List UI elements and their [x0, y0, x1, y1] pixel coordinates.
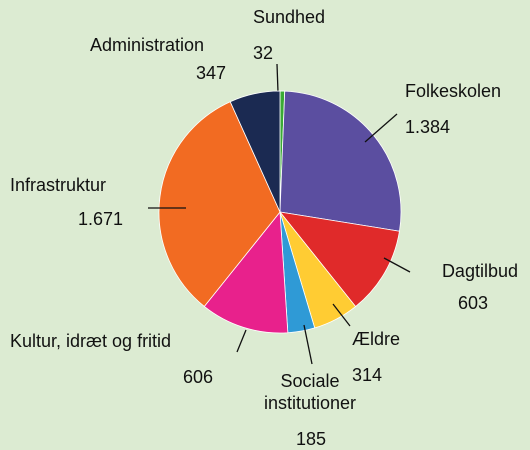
slice-label: Infrastruktur [10, 175, 107, 195]
value-label: 1.384 [405, 117, 451, 137]
slice-label: Dagtilbud [441, 261, 518, 281]
slice-label: Sociale institutioner [263, 371, 357, 413]
leader-line [383, 257, 411, 273]
pie-slice [229, 90, 281, 213]
value-label: 185 [296, 429, 327, 449]
leader-line [364, 113, 398, 143]
value-label: 603 [457, 293, 488, 313]
value-label: 347 [196, 63, 227, 83]
leader-line [236, 329, 247, 353]
pie-slice [158, 101, 281, 307]
leader-line [276, 63, 279, 93]
slice-label: Kultur, idræt og fritid [10, 331, 172, 351]
leader-line [332, 303, 351, 327]
value-label: 32 [253, 43, 274, 63]
slice-label: Sundhed [253, 7, 326, 27]
pie-slice [203, 210, 289, 334]
slice-label: Folkeskolen [405, 81, 502, 101]
value-label: 1.671 [78, 209, 124, 229]
value-label: 606 [183, 367, 214, 387]
slice-label: Administration [90, 35, 205, 55]
value-label: 314 [352, 365, 383, 385]
pie-slice [279, 211, 400, 308]
pie-slice [279, 90, 402, 232]
leader-line [303, 324, 313, 365]
slice-label: Ældre [352, 329, 401, 349]
